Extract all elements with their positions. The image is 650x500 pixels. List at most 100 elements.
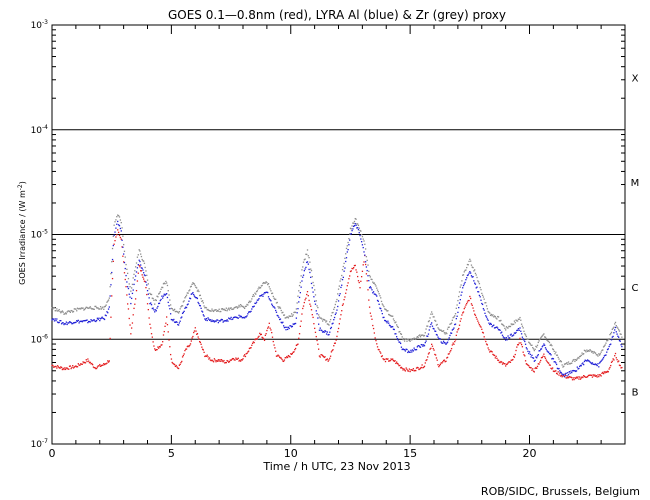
data-point [228,307,230,309]
data-point [284,317,286,319]
data-point [333,319,335,321]
data-point [434,354,437,356]
data-point [485,302,487,304]
data-point [326,323,329,325]
data-point [559,372,561,374]
data-point [354,264,356,267]
data-point [146,289,149,292]
data-point [605,370,607,373]
data-point [201,300,203,303]
data-point [342,265,344,268]
data-point [492,353,494,356]
data-point [221,319,224,321]
data-point [204,307,206,309]
data-point [407,370,409,372]
data-point [222,361,224,363]
data-point [110,316,112,318]
data-point [399,367,402,369]
data-point [480,299,482,301]
data-point [149,292,151,295]
data-point [302,261,305,263]
data-point [324,330,326,332]
data-point [212,361,215,363]
data-point [418,368,420,371]
data-point [167,290,169,292]
data-point [271,292,273,295]
data-point [421,344,423,346]
data-point [74,365,76,368]
data-point [178,322,181,324]
data-point [464,269,466,272]
data-point [53,307,56,309]
data-point [368,287,371,289]
data-point [447,353,450,355]
data-point [192,335,194,338]
data-point [344,267,346,269]
data-point [434,330,436,332]
data-point [129,296,131,298]
data-point [519,337,521,340]
data-point [392,358,394,360]
data-point [337,288,340,290]
data-point [532,347,534,349]
data-point [536,355,539,357]
data-point [423,335,425,337]
data-point [540,348,543,350]
data-point [405,367,407,369]
data-point [213,309,216,311]
data-point [590,374,593,377]
data-point [246,315,248,317]
data-point [258,286,260,288]
data-point [140,267,143,269]
data-point [534,367,536,370]
data-point [194,284,196,287]
data-point [363,251,365,253]
data-point [269,288,271,290]
data-point [312,281,314,284]
data-point [514,353,516,356]
data-point [163,330,165,333]
data-point [524,333,526,335]
data-point [582,362,584,364]
data-point [69,311,72,313]
data-point [123,243,125,246]
data-point [108,360,110,362]
data-point [596,376,598,378]
data-point [608,368,610,370]
data-point [55,365,57,368]
data-point [329,321,331,323]
data-point [346,245,348,247]
data-point [267,327,269,329]
data-point [84,308,86,311]
data-point [199,341,202,344]
data-point [329,357,331,359]
data-point [497,315,499,318]
data-point [489,314,492,317]
data-point [361,270,364,272]
data-point [72,311,74,313]
data-point [206,354,208,356]
data-point [555,370,557,372]
data-point [474,272,477,275]
data-point [586,349,588,351]
data-point [583,375,586,378]
data-point [112,235,114,238]
data-point [290,315,292,317]
data-point [532,368,534,370]
data-point [432,316,434,318]
data-point [489,350,492,352]
data-point [470,264,473,266]
data-point [557,356,559,359]
data-point [346,251,348,253]
data-point [524,360,527,362]
data-point [425,359,427,362]
data-point [198,302,200,305]
data-point [351,267,353,270]
data-point [68,368,70,370]
data-point [182,354,185,357]
data-point [536,346,538,348]
data-point [496,318,498,320]
data-point [151,297,153,299]
data-point [497,316,500,318]
data-point [218,320,220,322]
